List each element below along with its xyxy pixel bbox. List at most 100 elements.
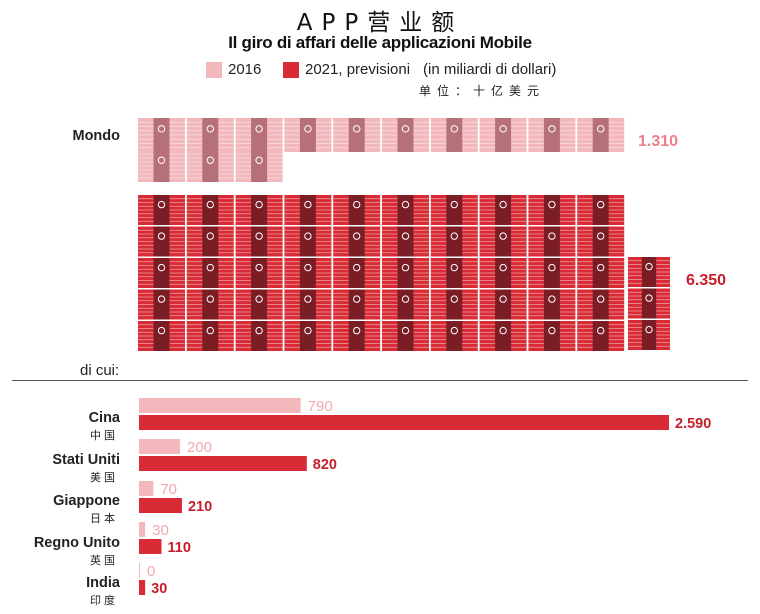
money-stack-2021 [333,226,381,257]
money-stack-2021 [235,226,283,257]
legend-label-2021: 2021, previsioni [305,61,411,78]
money-stack-2021 [235,289,283,320]
value-label-2016: 30 [152,522,169,539]
money-stack-2021 [479,226,527,257]
money-stack-2016 [138,150,185,182]
legend-swatch-2016 [206,62,222,78]
value-label-2021: 210 [188,499,212,515]
money-stack-2021 [138,321,185,351]
money-stack-2021 [528,258,576,288]
money-stack-2016 [430,118,478,152]
bar-2016 [139,522,146,537]
money-stack-2021 [528,321,576,351]
money-stack-2021 [430,226,478,257]
money-stack-2016 [186,118,234,152]
country-label-cn: 中国 [90,429,118,442]
money-stack-2021 [479,321,527,351]
world-total-2016: 1.310 [638,133,679,150]
money-stack-2021 [138,195,185,225]
money-stack-2016 [382,118,429,152]
money-stack-2021 [333,195,381,225]
money-stack-2021 [138,258,185,288]
chart-title: Il giro di affari delle applicazioni Mob… [228,33,532,52]
bar-2021 [139,580,146,595]
country-label: Regno Unito [34,535,120,551]
money-stack-2021 [284,226,332,257]
money-stack-2021 [382,226,429,257]
money-stack-2021 [577,195,625,225]
money-stack-2021 [186,226,234,257]
unit-label-cn: 单位：十亿美元 [419,84,546,98]
legend-label-2016: 2016 [228,61,262,78]
bar-2016 [139,481,154,496]
money-stack-2021 [382,289,429,320]
section-divider [12,380,748,381]
money-stack-2016 [235,118,283,152]
bar-2021 [139,415,669,430]
money-stack-2021 [186,258,234,288]
country-label: Cina [89,410,121,426]
country-label-cn: 印度 [90,593,118,607]
world-total-2021: 6.350 [686,272,727,289]
money-stack-2021 [479,258,527,288]
money-stack-2016 [577,118,625,152]
value-label-2016: 200 [187,439,212,456]
money-stack-2016 [284,118,332,152]
bar-2021 [139,539,162,554]
country-label-cn: 美国 [90,471,118,484]
world-label: Mondo [72,128,120,144]
value-label-2021: 2.590 [675,416,711,432]
money-stack-2021 [479,195,527,225]
country-label-cn: 日本 [90,511,118,525]
money-stack-2021 [235,195,283,225]
money-stack-2021 [628,320,670,350]
bar-2016 [139,563,140,578]
money-stack-2021 [138,289,185,320]
chart-title-cn: APP营业额 [296,10,464,36]
money-stack-2016 [479,118,527,152]
money-stack-2021 [186,195,234,225]
money-stack-2021 [235,258,283,288]
money-stack-2021 [577,226,625,257]
legend-unit-note: (in miliardi di dollari) [423,61,557,78]
money-stack-2016 [333,118,381,152]
value-label-2016: 790 [308,398,333,415]
money-stack-2021 [284,195,332,225]
money-stack-2016 [235,150,283,182]
money-stack-2021 [333,289,381,320]
money-stack-2016 [528,118,576,152]
money-stack-2021 [430,195,478,225]
money-stack-2021 [333,321,381,351]
country-label-cn: 英国 [90,553,118,567]
money-stack-2021 [333,258,381,288]
money-stack-2016 [186,150,234,182]
money-stack-2021 [430,258,478,288]
money-stack-2021 [577,258,625,288]
value-label-2016: 70 [160,481,177,498]
money-stack-2021 [528,289,576,320]
money-stack-2021 [628,257,670,287]
country-label: India [86,575,121,591]
money-stack-2021 [235,321,283,351]
money-stack-2021 [382,195,429,225]
country-label: Giappone [53,493,120,509]
subset-label: di cui: [80,362,120,379]
money-stack-2021 [528,195,576,225]
bar-2016 [139,398,301,413]
money-stack-2021 [138,226,185,257]
money-stack-2016 [138,118,185,152]
value-label-2016: 0 [147,563,155,580]
money-stack-2021 [284,258,332,288]
money-stack-2021 [284,321,332,351]
money-stack-2021 [479,289,527,320]
bar-2016 [139,439,180,454]
money-stack-2021 [430,321,478,351]
legend-swatch-2021 [283,62,299,78]
money-stack-2021 [382,258,429,288]
money-stack-2021 [528,226,576,257]
value-label-2021: 820 [313,457,337,473]
money-stack-2021 [186,289,234,320]
country-label: Stati Uniti [52,452,120,468]
money-stack-2021 [577,289,625,320]
